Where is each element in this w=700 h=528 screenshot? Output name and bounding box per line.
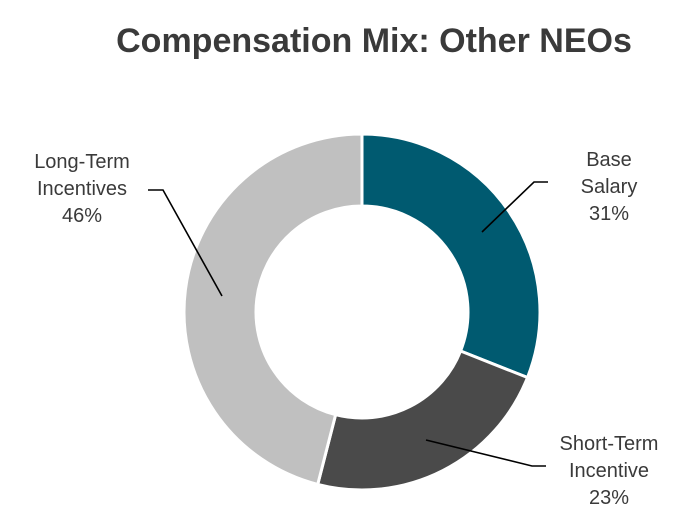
- slice-value-label: 46%: [62, 205, 102, 227]
- slice-name-line: Salary: [581, 176, 638, 198]
- slice-name-line: Short-Term: [560, 433, 659, 455]
- donut-slice: [316, 349, 529, 492]
- leader-line: [425, 439, 546, 467]
- donut-slice: [360, 132, 542, 380]
- chart-title: Compensation Mix: Other NEOs: [116, 22, 632, 60]
- slice-label: Long-Term Incentives 46%: [34, 151, 130, 227]
- donut-slices: [182, 132, 542, 492]
- donut-slice: [182, 132, 364, 486]
- slice-labels: Base Salary 31% Short-Term Incentive 23% Long-…: [34, 149, 658, 509]
- slice-label: Short-Term Incentive 23%: [560, 433, 659, 509]
- leader-line: [481, 181, 548, 233]
- slice-name-line: Incentives: [37, 178, 127, 200]
- slice-value-label: 31%: [589, 203, 629, 225]
- slice-label: Base Salary 31%: [581, 149, 638, 225]
- slice-value-label: 23%: [589, 487, 629, 509]
- leader-lines: [148, 181, 548, 467]
- slice-name-line: Long-Term: [34, 151, 130, 173]
- slice-name-line: Incentive: [569, 460, 649, 482]
- slice-name-line: Base: [586, 149, 632, 171]
- leader-line: [148, 189, 223, 297]
